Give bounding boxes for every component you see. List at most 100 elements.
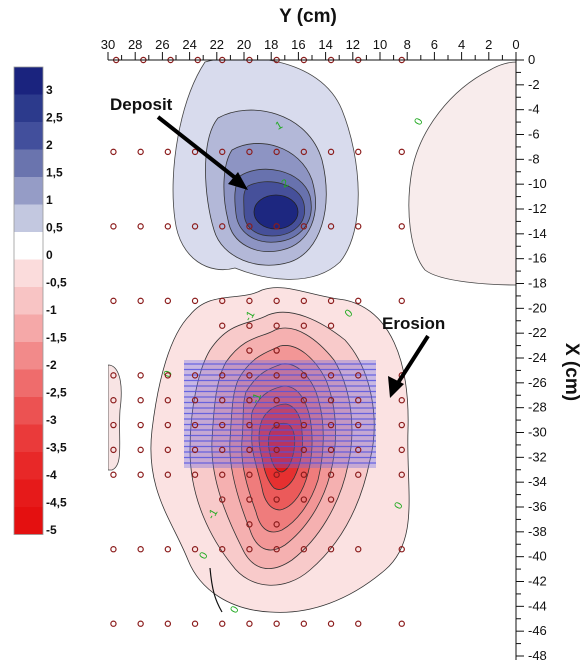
sample-point [110,446,117,454]
sample-point [137,397,144,404]
deposit-label: Deposit [110,95,173,114]
sample-point [110,223,117,230]
sample-point [164,372,172,379]
sample-point [191,471,199,478]
sample-point [273,421,280,429]
sample-point [327,620,335,627]
sample-point [300,322,308,329]
legend-label: -4 [46,468,57,482]
legend-frame [13,66,44,535]
sample-point [219,223,226,230]
x-tick-label: 0 [512,37,519,52]
contour-label: 0 [392,500,405,511]
contour-label: 0 [197,550,210,561]
sample-point [164,223,172,230]
legend-label: -1 [46,303,57,317]
sample-point [398,471,405,478]
y-tick-label: -32 [528,449,547,464]
legend-label: -0,5 [46,276,67,290]
sample-point [110,372,117,379]
sample-point [300,620,308,627]
sample-point [137,421,144,429]
legend-label: 0,5 [46,221,63,235]
sample-point [191,397,199,404]
sample-point [191,620,199,627]
y-tick-label: -2 [528,77,540,92]
legend-swatch [14,452,43,480]
sample-point [137,446,144,454]
sample-point [219,421,226,429]
sample-point [355,421,362,429]
sample-point [191,546,199,553]
sample-point [300,372,308,379]
sample-point [398,148,405,156]
legend-label: 1 [46,193,53,207]
sample-point [300,148,308,156]
sample-point [219,446,226,454]
legend-label: -4,5 [46,496,67,510]
sample-point [191,223,199,230]
deposit-region [172,60,359,280]
bottom-curve [209,567,223,613]
y-tick-label: -34 [528,474,547,489]
sample-point [219,148,226,156]
x-tick-label: 26 [155,37,169,52]
sample-point [273,521,280,528]
y-tick-label: -14 [528,226,547,241]
sample-point [398,546,405,553]
contour-label: 1 [274,119,285,132]
sample-point [355,546,362,553]
sample-point [110,620,117,627]
sample-point [219,496,226,503]
legend-swatch [14,479,43,507]
sample-point [246,297,253,305]
legend-swatch [14,122,43,150]
sample-point [191,421,199,429]
sample-point [164,397,172,404]
y-tick-label: -12 [528,201,547,216]
legend-swatch [14,424,43,452]
sample-point [110,297,117,305]
sample-point [355,620,362,627]
legend: 3 2,5 2 1,5 1 0,5 0 -0,5 -1 -1,5 -2 -2,5 -3 -3,5 -4 -4,… [13,66,67,537]
sample-point [327,297,335,305]
contour-label: 0 [412,116,425,127]
sample-point [137,471,144,478]
sample-point [137,372,144,379]
y-tick-label: -38 [528,524,547,539]
x-tick-label: 2 [485,37,492,52]
legend-label: 2 [46,138,53,152]
sample-point [137,297,144,305]
y-tick-label: -36 [528,499,547,514]
sample-point [219,397,226,404]
sample-point [300,471,308,478]
sample-point [219,620,226,627]
sample-point [300,223,308,230]
y-tick-label: -26 [528,375,547,390]
y-tick-label: -8 [528,151,540,166]
y-tick-label: -20 [528,300,547,315]
x-tick-label: 30 [101,37,115,52]
legend-swatch [14,342,43,370]
x-tick-label: 16 [291,37,305,52]
x-tick-label: 28 [128,37,142,52]
sample-point [191,446,199,454]
sample-point [164,446,172,454]
sample-point [327,421,335,429]
sample-point [273,496,280,503]
sample-point [137,620,144,627]
deposit-arrow [156,115,240,182]
sample-point [273,148,280,156]
legend-swatch [14,259,43,287]
sample-point [110,421,117,429]
sample-point [300,421,308,429]
sample-point [327,471,335,478]
legend-swatch [14,369,43,397]
legend-label: -3,5 [46,441,67,455]
sample-point [246,223,253,230]
y-tick-label: -30 [528,425,547,440]
sample-point [327,397,335,404]
sample-point [300,297,308,305]
sample-point [327,546,335,553]
